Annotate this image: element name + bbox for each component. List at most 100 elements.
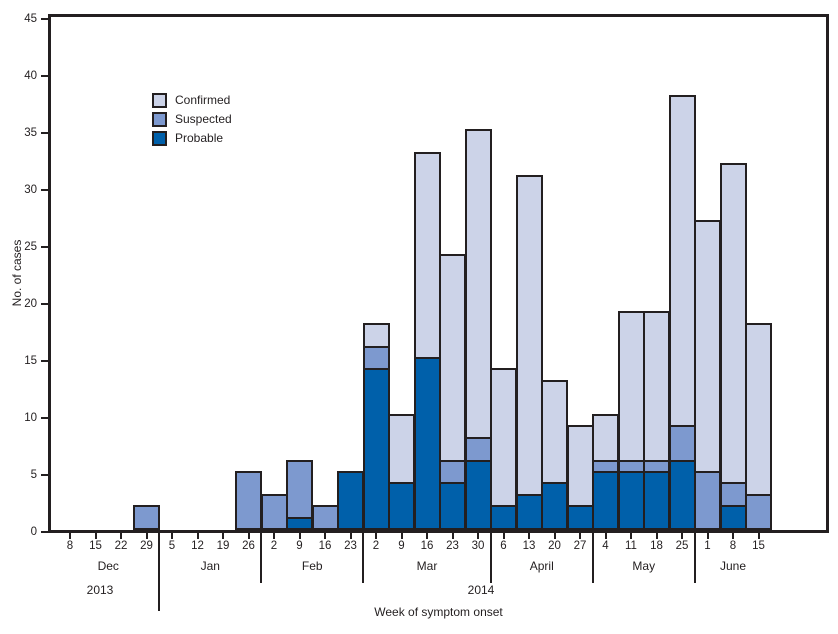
y-tick [41, 245, 48, 248]
y-tick [41, 17, 48, 20]
x-tick-label: 27 [573, 540, 587, 552]
bar-week-19 [515, 174, 543, 530]
legend-label: Probable [175, 131, 224, 145]
x-tick [451, 533, 454, 539]
bar-week-10 [286, 459, 313, 530]
bar-segment-probable [594, 471, 617, 528]
month-label-april: April [529, 559, 554, 573]
bar-week-15 [413, 151, 441, 530]
bar-segment-probable [670, 459, 694, 528]
x-tick [247, 533, 250, 539]
x-tick-label: 19 [216, 540, 230, 552]
bar-week-11 [311, 505, 339, 530]
y-tick [41, 530, 48, 533]
x-tick [400, 533, 403, 539]
x-tick [196, 533, 199, 539]
x-tick-label: 8 [66, 540, 74, 552]
y-tick [41, 302, 48, 305]
x-tick-label: 2 [372, 540, 380, 552]
x-tick [757, 533, 760, 539]
month-divider [591, 533, 594, 583]
bar-segment-suspected [747, 493, 770, 528]
x-tick-label: 4 [602, 540, 609, 552]
x-tick [528, 533, 530, 539]
bar-segment-suspected [696, 471, 719, 528]
legend-swatch-probable-icon [152, 131, 167, 146]
bar-week-22 [592, 414, 619, 530]
legend-item-confirmed: Confirmed [152, 93, 232, 108]
bar-segment-probable [288, 516, 311, 528]
month-divider [260, 533, 263, 583]
bar-segment-probable [364, 368, 388, 528]
bar-segment-probable [721, 505, 745, 528]
legend-label: Suspected [175, 112, 232, 126]
bar-week-20 [541, 379, 568, 530]
x-tick [298, 533, 301, 539]
x-tick [171, 533, 173, 539]
bar-week-26 [694, 220, 721, 530]
month-label-feb: Feb [301, 559, 323, 573]
x-tick-label: 11 [625, 540, 637, 552]
bar-week-9 [260, 493, 288, 530]
x-tick [502, 533, 505, 539]
x-tick-label: 29 [140, 540, 153, 552]
y-tick-label: 45 [24, 12, 37, 25]
x-tick-label: 15 [752, 540, 765, 552]
x-tick [145, 533, 148, 539]
bar-segment-probable [415, 357, 439, 528]
legend: Confirmed Suspected Probable [152, 93, 232, 146]
y-tick-label: 20 [24, 297, 37, 310]
x-tick-label: 16 [420, 540, 434, 552]
legend-swatch-suspected-icon [152, 112, 167, 127]
bar-segment-probable [390, 482, 413, 528]
bar-week-24 [643, 311, 670, 530]
y-tick-label: 30 [24, 183, 37, 196]
month-label-mar: Mar [416, 559, 438, 573]
x-tick-label: 16 [318, 540, 332, 552]
x-tick [120, 533, 122, 539]
legend-item-suspected: Suspected [152, 112, 232, 127]
y-tick [41, 188, 48, 191]
x-tick-label: 25 [675, 540, 689, 552]
x-tick [732, 533, 734, 539]
x-tick-label: 20 [548, 540, 561, 552]
legend-swatch-confirmed-icon [152, 93, 167, 108]
y-tick-label: 0 [30, 525, 37, 538]
year-label-2013: 2013 [86, 583, 114, 597]
x-tick [426, 533, 428, 539]
month-label-may: May [632, 559, 656, 573]
month-divider [489, 533, 492, 583]
bar-segment-probable [543, 482, 566, 528]
bar-segment-probable [645, 471, 668, 528]
x-tick [69, 533, 71, 539]
x-tick-label: 2 [270, 540, 278, 552]
x-tick [222, 533, 224, 539]
y-tick-label: 40 [24, 69, 37, 82]
bar-week-13 [362, 322, 390, 530]
year-divider [158, 533, 161, 611]
bar-week-12 [337, 471, 364, 530]
bar-segment-probable [568, 505, 592, 528]
bar-week-14 [388, 414, 415, 530]
x-tick [324, 533, 326, 539]
bar-week-25 [668, 94, 696, 530]
x-axis-title: Week of symptom onset [374, 605, 503, 619]
bar-week-18 [490, 368, 517, 530]
x-tick-label: 30 [471, 540, 485, 552]
bar-week-16 [439, 254, 466, 530]
bar-week-28 [745, 322, 772, 530]
y-tick [41, 74, 48, 77]
bar-week-23 [617, 311, 645, 530]
month-divider [362, 533, 365, 583]
bar-segment-probable [492, 505, 515, 528]
x-tick [553, 533, 556, 539]
y-tick [41, 131, 48, 134]
x-tick [273, 533, 275, 539]
x-tick-label: 23 [446, 540, 459, 552]
x-tick-label: 5 [168, 540, 176, 552]
y-tick [41, 416, 48, 419]
bar-segment-probable [441, 482, 464, 528]
y-tick [41, 473, 48, 476]
x-tick-label: 8 [729, 540, 737, 552]
y-tick-label: 25 [24, 240, 37, 253]
